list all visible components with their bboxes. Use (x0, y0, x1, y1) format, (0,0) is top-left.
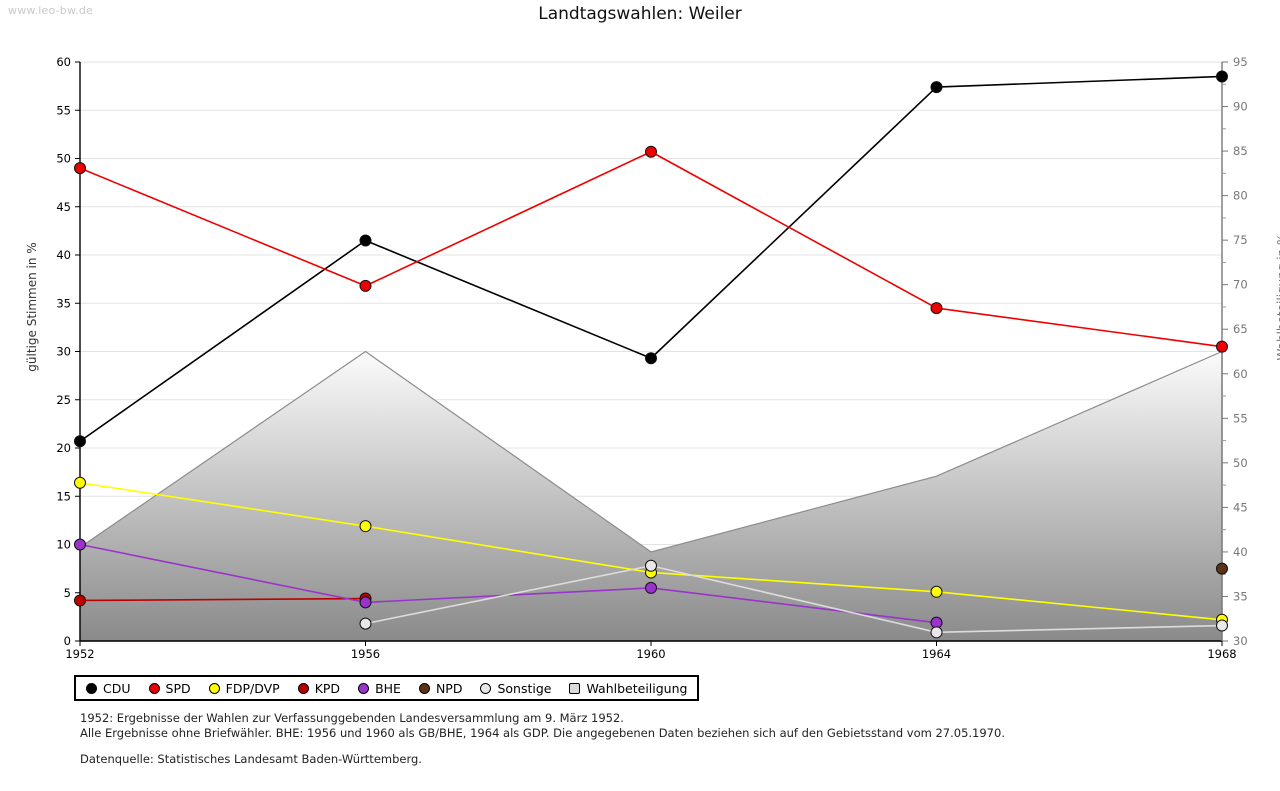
svg-text:40: 40 (56, 248, 71, 262)
svg-text:1956: 1956 (351, 647, 380, 661)
legend-item-kpd[interactable]: KPD (297, 680, 341, 696)
svg-text:55: 55 (56, 103, 71, 117)
legend-item-spd[interactable]: SPD (148, 680, 191, 696)
svg-text:5: 5 (64, 586, 71, 600)
svg-text:40: 40 (1233, 545, 1248, 559)
svg-text:55: 55 (1233, 411, 1248, 425)
legend-label: KPD (314, 680, 341, 696)
svg-text:20: 20 (56, 441, 71, 455)
wahlbeteiligung-marker-icon (569, 682, 581, 694)
legend-label: CDU (103, 680, 131, 696)
svg-text:60: 60 (1233, 367, 1248, 381)
legend-item-sonstige[interactable]: Sonstige (480, 681, 551, 696)
svg-text:50: 50 (1233, 456, 1248, 470)
svg-text:65: 65 (1233, 322, 1248, 336)
svg-text:70: 70 (1233, 278, 1248, 292)
cdu-marker-icon (86, 682, 97, 694)
legend-label: SPD (165, 680, 191, 696)
axis-tick-labels: 0 5 10 15 20 25 30 35 40 45 50 55 60 30 35 40 45 50 55 60 65… (56, 55, 1247, 661)
svg-text:1968: 1968 (1207, 647, 1236, 661)
footnotes: 1952: Ergebnisse der Wahlen zur Verfassu… (80, 711, 1005, 741)
sonstige-marker-icon (480, 682, 492, 694)
legend-item-npd[interactable]: NPD (418, 680, 463, 696)
data-source: Datenquelle: Statistisches Landesamt Bad… (80, 752, 422, 766)
legend-item-bhe[interactable]: BHE (358, 681, 401, 696)
fdp-dvp-marker-icon (208, 682, 220, 694)
legend-label: Sonstige (497, 680, 552, 696)
footnote-line-2: Alle Ergebnisse ohne Briefwähler. BHE: 1… (80, 726, 1005, 740)
legend-label: FDP/DVP (225, 680, 280, 696)
watermark: www.leo-bw.de (8, 4, 94, 17)
svg-text:0: 0 (64, 634, 71, 648)
chart-legend: CDU SPD FDP/DVP KPD BHE NPD Sonstige Wahlbeteil… (74, 675, 700, 701)
npd-marker-icon (418, 682, 430, 694)
data-series (74, 70, 1228, 639)
spd-marker-icon (148, 682, 160, 694)
legend-item-wahlbeteiligung[interactable]: Wahlbeteiligung (569, 681, 687, 696)
svg-text:95: 95 (1233, 55, 1248, 69)
svg-text:10: 10 (56, 538, 71, 552)
svg-text:60: 60 (56, 55, 71, 69)
svg-text:50: 50 (56, 152, 71, 166)
svg-text:30: 30 (56, 345, 71, 359)
svg-text:90: 90 (1233, 100, 1248, 114)
svg-text:45: 45 (56, 200, 71, 214)
legend-item-fdp-dvp[interactable]: FDP/DVP (208, 680, 280, 696)
svg-text:1952: 1952 (65, 647, 94, 661)
svg-text:75: 75 (1233, 233, 1248, 247)
svg-text:1964: 1964 (922, 647, 951, 661)
footnote-line-1: 1952: Ergebnisse der Wahlen zur Verfassu… (80, 711, 624, 725)
svg-text:1960: 1960 (636, 647, 665, 661)
bhe-marker-icon (358, 682, 370, 694)
kpd-marker-icon (297, 682, 309, 694)
svg-text:85: 85 (1233, 144, 1248, 158)
svg-text:35: 35 (1233, 589, 1248, 603)
svg-text:15: 15 (56, 489, 71, 503)
svg-text:80: 80 (1233, 189, 1248, 203)
legend-label: BHE (375, 680, 401, 696)
legend-label: Wahlbeteiligung (586, 680, 688, 696)
svg-text:30: 30 (1233, 634, 1248, 648)
svg-text:45: 45 (1233, 500, 1248, 514)
svg-text:35: 35 (56, 296, 71, 310)
page-title: Landtagswahlen: Weiler (538, 4, 742, 24)
legend-item-cdu[interactable]: CDU (86, 681, 131, 696)
svg-text:25: 25 (56, 393, 71, 407)
legend-label: NPD (435, 680, 463, 696)
